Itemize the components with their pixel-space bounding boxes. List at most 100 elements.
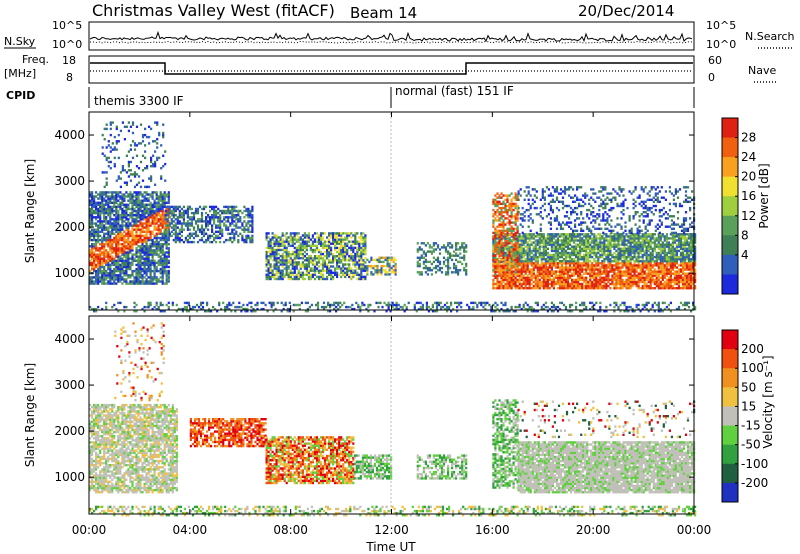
echo-cell [434, 258, 438, 262]
echo-cell [364, 269, 367, 272]
echo-cell [653, 264, 656, 267]
echo-cell [176, 226, 179, 229]
echo-cell [198, 238, 202, 242]
echo-cell [354, 261, 357, 264]
echo-cell [611, 268, 614, 271]
echo-cell [198, 205, 202, 209]
echo-cell [155, 251, 158, 254]
echo-cell [577, 272, 580, 275]
echo-cell [131, 226, 134, 229]
echo-cell [113, 232, 116, 235]
echo-cell [579, 287, 582, 290]
echo-cell [145, 245, 148, 248]
echo-cell [591, 274, 594, 277]
echo-cell [536, 251, 539, 255]
echo-cell [89, 193, 92, 196]
echo-cell [364, 248, 367, 252]
echo-cell [174, 232, 177, 235]
echo-cell [599, 239, 602, 242]
echo-cell [281, 269, 284, 272]
echo-cell [637, 258, 640, 261]
nave-tick-top: 60 [708, 54, 722, 67]
echo-cell [166, 224, 169, 227]
echo-cell [123, 205, 126, 209]
echo-cell [143, 282, 146, 285]
echo-cell [91, 247, 94, 250]
echo-cell [289, 232, 292, 235]
echo-cell [619, 266, 622, 269]
echo-cell [95, 282, 98, 285]
echo-cell [159, 280, 162, 283]
echo-cell [647, 235, 650, 238]
echo-cell [117, 274, 120, 277]
echo-cell [651, 270, 654, 273]
echo-cell [623, 249, 626, 253]
echo-cell [275, 259, 278, 262]
echo-cell [571, 249, 574, 253]
echo-cell [170, 209, 173, 213]
echo-cell [542, 266, 545, 269]
echo-cell [291, 236, 294, 239]
echo-cell [295, 234, 298, 237]
echo-cell [540, 276, 543, 279]
echo-cell [496, 278, 499, 282]
echo-cell [526, 264, 529, 267]
echo-cell [163, 251, 166, 254]
echo-cell [127, 243, 130, 246]
echo-cell [340, 259, 343, 262]
echo-cell [564, 251, 568, 255]
echo-cell [591, 270, 594, 273]
echo-cell [336, 255, 339, 258]
echo-cell [514, 282, 517, 286]
echo-cell [465, 246, 468, 249]
echo-cell [534, 262, 537, 265]
echo-cell [451, 244, 454, 247]
echo-cell [133, 185, 137, 189]
echo-cell [125, 272, 128, 275]
echo-cell [143, 272, 146, 275]
echo-cell [111, 261, 114, 265]
echo-cell [115, 259, 118, 262]
echo-cell [307, 273, 310, 276]
echo-cell [571, 280, 574, 284]
echo-cell [564, 255, 568, 259]
echo-cell [573, 235, 576, 238]
echo-cell [241, 234, 244, 238]
echo-cell [133, 224, 136, 227]
echo-cell [202, 232, 206, 235]
echo-cell [552, 280, 555, 284]
echo-cell [372, 258, 375, 262]
echo-cell [147, 203, 150, 206]
echo-cell [492, 282, 495, 286]
echo-cell [530, 270, 533, 273]
echo-cell [149, 203, 152, 206]
echo-cell [326, 236, 329, 239]
echo-cell [587, 245, 590, 248]
echo-cell [637, 276, 640, 279]
echo-cell [344, 267, 347, 270]
echo-cell [123, 272, 126, 275]
echo-cell [91, 197, 94, 200]
echo-cell [285, 250, 288, 254]
echo-cell [526, 266, 529, 269]
echo-cell [577, 253, 580, 257]
echo-cell [647, 260, 650, 263]
echo-cell [556, 235, 560, 238]
echo-cell [293, 242, 296, 245]
echo-cell [147, 269, 150, 273]
echo-cell [619, 280, 622, 284]
echo-cell [558, 233, 562, 236]
echo-cell [492, 284, 495, 288]
echo-cell [301, 246, 304, 250]
echo-cell [129, 160, 132, 164]
echo-cell [131, 240, 134, 244]
echo-cell [205, 240, 208, 244]
echo-cell [149, 263, 152, 267]
echo-cell [119, 205, 122, 209]
echo-cell [141, 276, 144, 279]
echo-cell [231, 222, 234, 225]
echo-cell [564, 243, 568, 246]
echo-cell [575, 280, 578, 284]
echo-cell [307, 277, 310, 281]
echo-cell [163, 205, 166, 209]
